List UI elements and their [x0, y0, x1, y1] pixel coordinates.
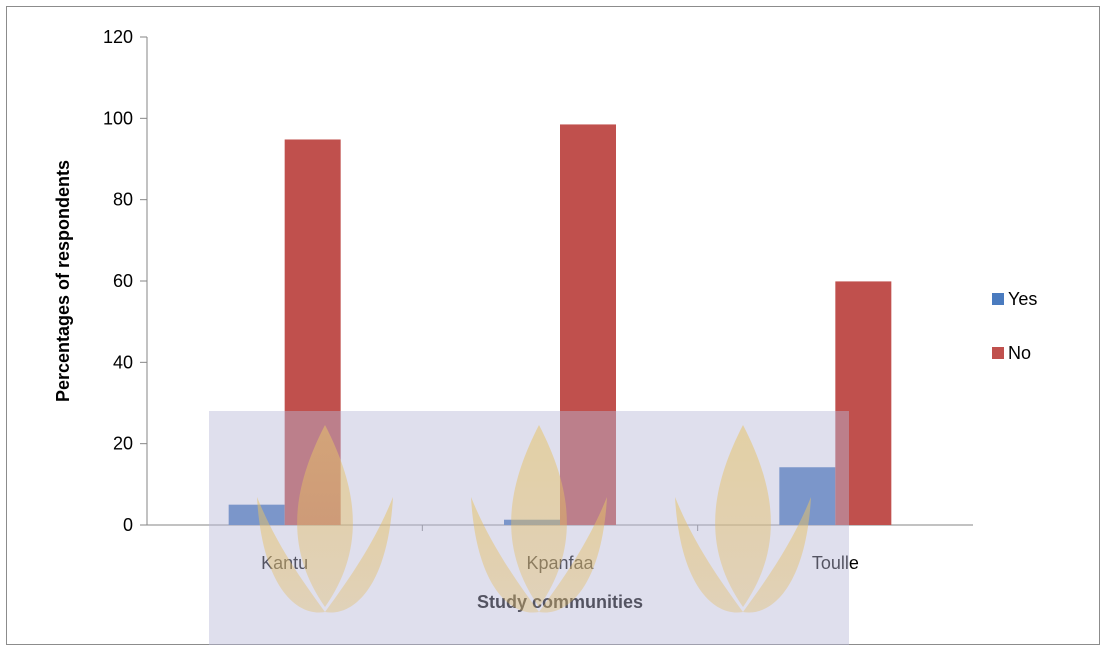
bar-no-kpanfaa: [560, 124, 616, 525]
legend-swatch-yes: [992, 293, 1004, 305]
y-tick-label: 100: [103, 108, 133, 128]
y-axis-ticks: 0 20 40 60 80 100 120: [103, 27, 147, 535]
y-tick-label: 80: [113, 190, 133, 210]
y-tick-label: 20: [113, 434, 133, 454]
legend-swatch-no: [992, 347, 1004, 359]
y-tick-label: 0: [123, 515, 133, 535]
y-axis-title: Percentages of respondents: [53, 160, 73, 402]
bar-no-toulle: [835, 281, 892, 525]
y-tick-label: 40: [113, 352, 133, 372]
legend-label-yes: Yes: [1008, 289, 1037, 309]
legend-label-no: No: [1008, 343, 1031, 363]
watermark-logo: [209, 411, 849, 645]
y-tick-label: 60: [113, 271, 133, 291]
y-tick-label: 120: [103, 27, 133, 47]
x-tick-label: Toulle: [812, 553, 859, 573]
bar-yes-kantu: [228, 504, 285, 525]
legend: Yes No: [992, 289, 1037, 363]
